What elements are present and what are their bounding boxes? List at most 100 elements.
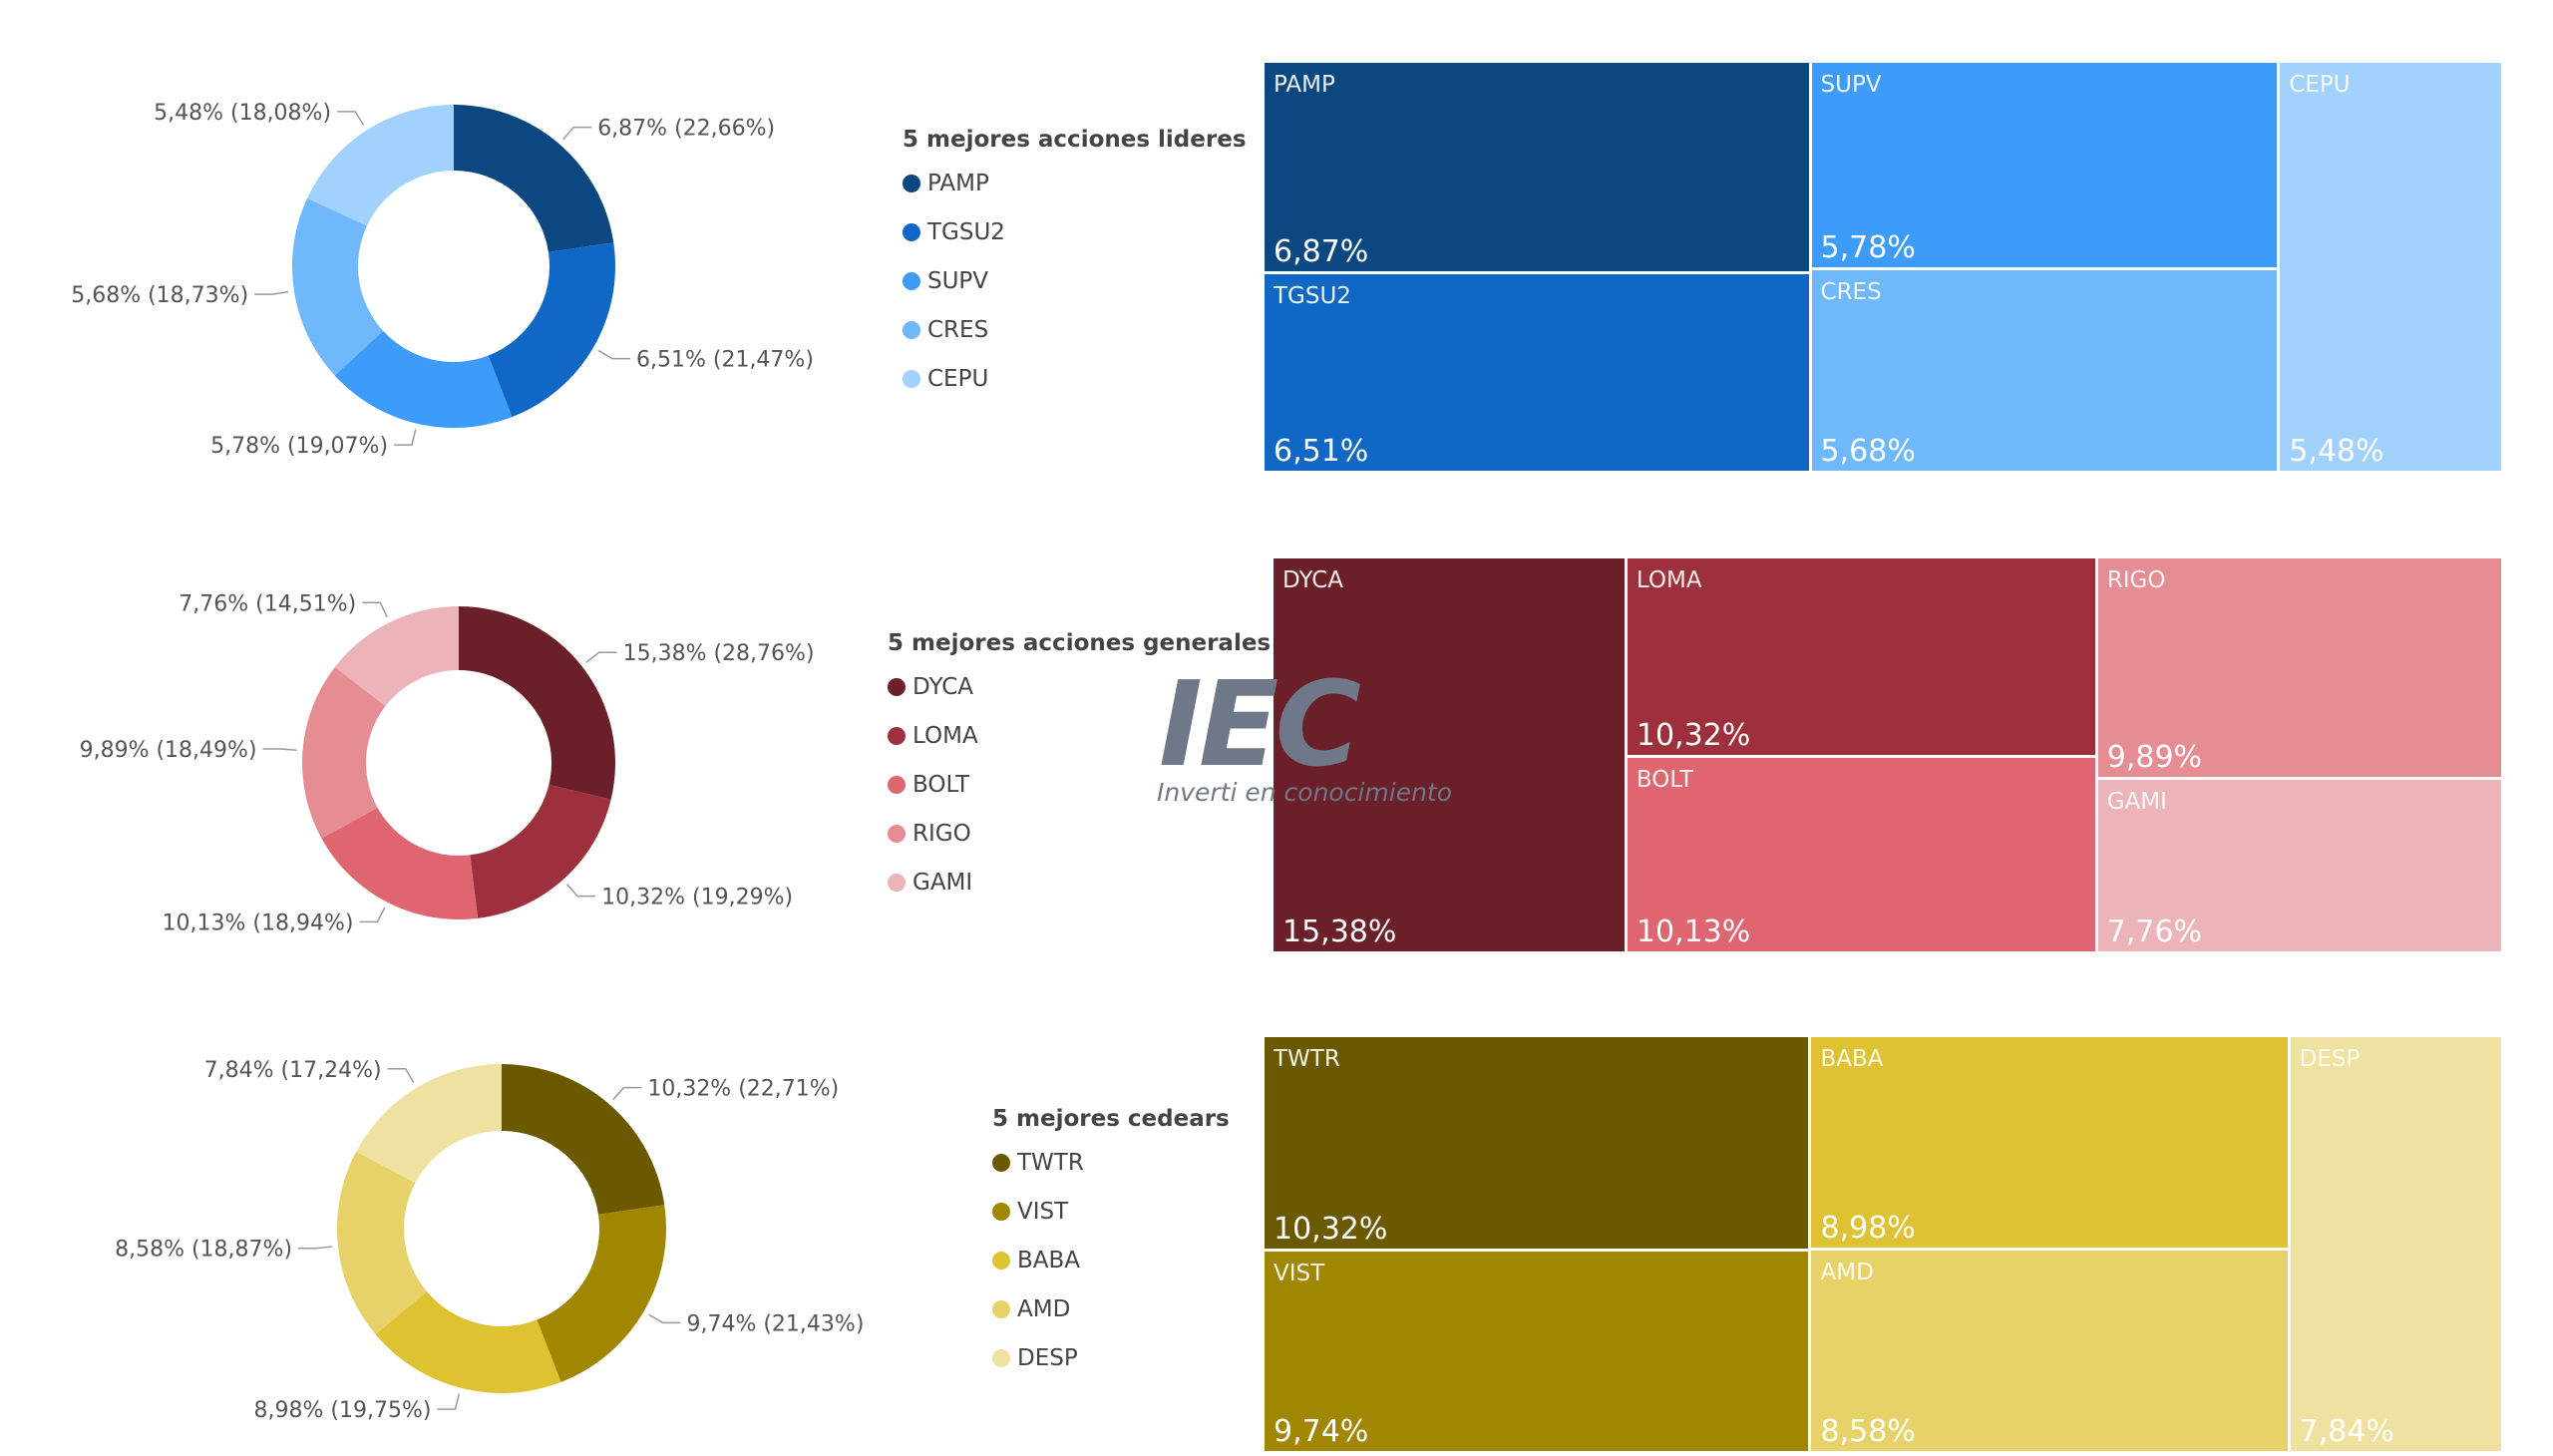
legend-label: DYCA [912,673,974,700]
legend-item-supv[interactable]: SUPV [903,256,1247,305]
legend-marker-icon [992,1202,1010,1221]
donut-slice-dyca[interactable] [459,606,615,800]
treemap-generales: DYCA 15,38% LOMA 10,32% BOLT 10,13% RIGO 9,89% G… [1274,558,2504,954]
legend-item-gami[interactable]: GAMI [888,858,1271,907]
donut-data-label: 9,89% (18,49%) [80,738,257,763]
treemap-tile-gami[interactable]: GAMI 7,76% [2097,780,2501,951]
treemap-tile-rigo[interactable]: RIGO 9,89% [2097,558,2501,778]
legend-marker-icon [888,824,906,843]
treemap-tile-twtr[interactable]: TWTR 10,32% [1265,1037,1809,1250]
treemap-tile-pamp[interactable]: PAMP 6,87% [1265,63,1809,271]
treemap-tile-label: GAMI [2106,789,2167,816]
donut-data-label: 10,13% (18,94%) [163,910,354,935]
legend-item-desp[interactable]: DESP [992,1333,1230,1382]
legend-title: 5 mejores acciones lideres [903,127,1247,153]
treemap-tile-label: TWTR [1274,1046,1340,1072]
treemap-tile-desp[interactable]: DESP 7,84% [2290,1037,2501,1451]
legend-item-bolt[interactable]: BOLT [888,760,1271,809]
treemap-cedears: TWTR 10,32% VIST 9,74% BABA 8,98% AMD 8,58% DESP… [1265,1037,2504,1454]
legend-marker-icon [888,677,906,696]
legend-marker-icon [903,174,920,192]
donut-slice-pamp[interactable] [454,105,614,252]
donut-data-label: 7,76% (14,51%) [179,591,356,616]
legend-item-dyca[interactable]: DYCA [888,662,1271,711]
treemap-tile-loma[interactable]: LOMA 10,32% [1627,558,2095,756]
legend-item-loma[interactable]: LOMA [888,711,1271,760]
treemap-tile-vist[interactable]: VIST 9,74% [1265,1252,1809,1451]
legend-label: GAMI [912,869,973,896]
treemap-tile-supv[interactable]: SUPV 5,78% [1811,63,2278,267]
legend-label: BABA [1017,1247,1081,1274]
legend-item-amd[interactable]: AMD [992,1284,1230,1333]
donut-data-label: 5,48% (18,08%) [154,101,331,126]
treemap-tile-cepu[interactable]: CEPU 5,48% [2280,63,2501,471]
donut-leader-line [585,651,617,663]
legend-title: 5 mejores cedears [992,1106,1230,1132]
donut-leader-line [597,349,630,360]
legend-item-cepu[interactable]: CEPU [903,354,1247,403]
treemap-tile-dyca[interactable]: DYCA 15,38% [1274,558,1625,951]
donut-slice-loma[interactable] [470,784,611,918]
legend-title: 5 mejores acciones generales [888,630,1272,656]
donut-leader-line [612,1086,642,1101]
legend-marker-icon [903,320,920,339]
legend-label: TGSU2 [927,218,1005,245]
treemap-tile-value: 15,38% [1282,914,1397,949]
donut-slice-gami[interactable] [334,606,459,707]
donut-data-label: 8,98% (19,75%) [254,1398,432,1423]
treemap-tile-label: RIGO [2106,567,2166,593]
legend-marker-icon [903,222,920,241]
treemap-tile-label: DESP [2299,1046,2361,1072]
treemap-tile-value: 6,87% [1274,233,1369,269]
treemap-tile-label: AMD [1820,1259,1874,1285]
donut-chart-generales: 15,38% (28,76%) 10,32% (19,29%) 10,13% (18… [80,591,815,935]
donut-slice-rigo[interactable] [302,666,386,839]
legend-item-tgsu2[interactable]: TGSU2 [903,207,1247,256]
treemap-tile-value: 8,58% [1820,1413,1916,1449]
legend-item-twtr[interactable]: TWTR [992,1138,1230,1187]
donut-data-label: 6,87% (22,66%) [597,117,775,142]
treemap-tile-bolt[interactable]: BOLT 10,13% [1627,758,2095,951]
legend-label: VIST [1017,1198,1069,1225]
treemap-tile-baba[interactable]: BABA 8,98% [1811,1037,2288,1248]
donut-slice-bolt[interactable] [321,807,479,919]
legend-item-baba[interactable]: BABA [992,1236,1230,1284]
legend-item-cres[interactable]: CRES [903,305,1247,354]
treemap-tile-value: 9,89% [2106,740,2203,776]
iec-watermark-logo: IEC Inverti en conocimiento [1157,655,1452,807]
treemap-tile-label: SUPV [1820,72,1882,98]
donut-leader-line [648,1313,681,1324]
donut-data-label: 6,51% (21,47%) [636,348,814,373]
donut-slice-cepu[interactable] [307,105,454,226]
legend-item-rigo[interactable]: RIGO [888,809,1271,858]
watermark-logo-text: IEC [1159,655,1361,793]
legend-label: RIGO [912,820,971,847]
treemap-tile-label: TGSU2 [1274,282,1351,309]
treemap-tile-label: CEPU [2289,72,2351,98]
treemap-tile-label: LOMA [1636,567,1702,593]
legend-item-vist[interactable]: VIST [992,1187,1230,1236]
donut-slice-desp[interactable] [356,1064,502,1184]
donut-chart-cedears: 10,32% (22,71%) 9,74% (21,43%) 8,98% (19,7… [115,1058,864,1423]
legend-item-pamp[interactable]: PAMP [903,159,1247,207]
donut-slice-amd[interactable] [337,1151,427,1335]
donut-leader-line [394,429,417,446]
donut-slice-tgsu2[interactable] [488,242,616,418]
treemap-tile-amd[interactable]: AMD 8,58% [1811,1250,2288,1451]
donut-data-label: 9,74% (21,43%) [686,1311,864,1336]
treemap-tile-value: 5,48% [2289,434,2384,469]
treemap-tile-tgsu2[interactable]: TGSU2 6,51% [1265,273,1809,471]
donut-slice-cres[interactable] [292,197,384,376]
legend-lideres: 5 mejores acciones lideres PAMP TGSU2 SUPV… [903,127,1247,403]
treemap-tile-value: 10,32% [1636,718,1751,754]
legend-generales: 5 mejores acciones generales DYCA LOMA BOL… [888,630,1271,907]
donut-slice-twtr[interactable] [502,1064,665,1215]
donut-slice-baba[interactable] [375,1291,561,1393]
treemap-tile-cres[interactable]: CRES 5,68% [1811,269,2278,471]
treemap-tile-label: BABA [1820,1046,1884,1072]
donut-leader-line [565,884,596,898]
donut-slice-supv[interactable] [334,330,513,428]
donut-slice-vist[interactable] [537,1205,666,1382]
donut-data-label: 10,32% (22,71%) [647,1077,839,1102]
legend-label: SUPV [927,267,989,294]
